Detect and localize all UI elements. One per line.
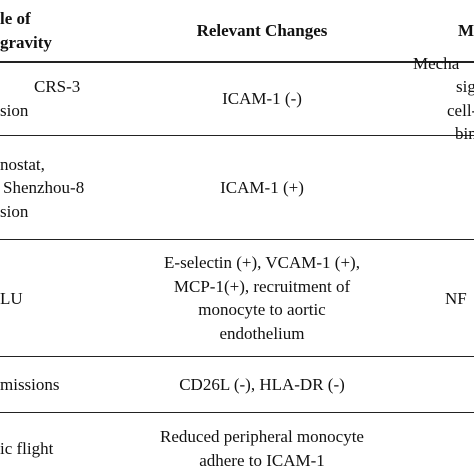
cell-text: CRS-3: [34, 77, 81, 97]
cell-text: adhere to ICAM-1: [199, 450, 325, 470]
cell-text: bin: [455, 124, 474, 144]
cell-text: ICAM-1 (-): [222, 89, 302, 108]
cell-text: Mecha: [413, 53, 460, 73]
row-rule: [0, 239, 474, 240]
cell-text: NF: [445, 288, 467, 308]
cell-text: Reduced peripheral monocyte: [160, 427, 364, 447]
header-text: gravity: [0, 32, 52, 52]
cell-text: sion: [0, 100, 29, 120]
cell-text: cell-: [447, 100, 474, 120]
cell-text: CD26L (-), HLA-DR (-): [179, 375, 345, 394]
cell-text: ICAM-1 (+): [220, 178, 304, 197]
row-rule: [0, 61, 474, 63]
cell-text: monocyte to aortic: [198, 300, 326, 320]
header-text: le of: [0, 9, 31, 29]
cell-text: endothelium: [219, 323, 305, 343]
cell-text: nostat,: [0, 154, 45, 174]
cell-text: sion: [0, 201, 29, 221]
cell-text: sig: [456, 77, 474, 97]
cell-text: Shenzhou-8: [3, 178, 85, 197]
header-text: M: [458, 21, 474, 40]
cell-text: MCP-1(+), recruitment of: [173, 276, 351, 296]
cell-text: ic flight: [0, 439, 54, 458]
header-text: Relevant Changes: [196, 21, 328, 40]
row-rule: [0, 356, 474, 357]
row-rule: [0, 135, 474, 136]
row-rule: [0, 412, 474, 413]
cell-text: E-selectin (+), VCAM-1 (+),: [164, 253, 360, 273]
cell-text: missions: [0, 375, 60, 394]
cell-text: LU: [0, 288, 23, 308]
